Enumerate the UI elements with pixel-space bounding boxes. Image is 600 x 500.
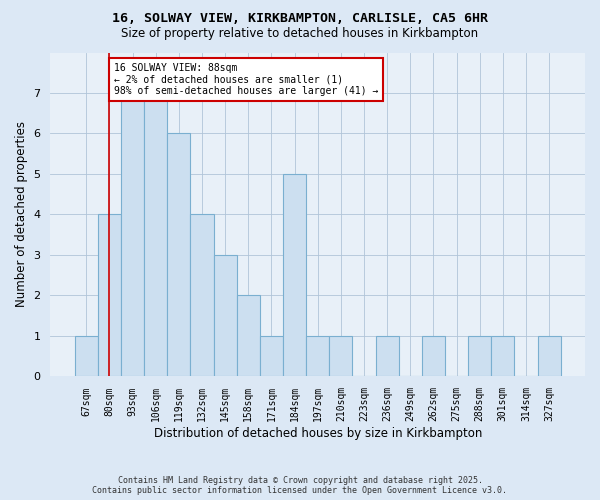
Bar [121,93,144,376]
Bar [260,336,283,376]
Text: Contains HM Land Registry data © Crown copyright and database right 2025.
Contai: Contains HM Land Registry data © Crown c… [92,476,508,495]
Bar [237,296,260,376]
Bar [144,93,167,376]
Bar [167,134,190,376]
Text: 16 SOLWAY VIEW: 88sqm
← 2% of detached houses are smaller (1)
98% of semi-detach: 16 SOLWAY VIEW: 88sqm ← 2% of detached h… [114,62,379,96]
Bar [190,214,214,376]
Bar [306,336,329,376]
Bar [491,336,514,376]
Y-axis label: Number of detached properties: Number of detached properties [15,122,28,308]
Bar [214,255,237,376]
Bar [98,214,121,376]
Bar [75,336,98,376]
Text: 16, SOLWAY VIEW, KIRKBAMPTON, CARLISLE, CA5 6HR: 16, SOLWAY VIEW, KIRKBAMPTON, CARLISLE, … [112,12,488,26]
Bar [329,336,352,376]
Bar [376,336,399,376]
Text: Size of property relative to detached houses in Kirkbampton: Size of property relative to detached ho… [121,28,479,40]
Bar [422,336,445,376]
Bar [468,336,491,376]
X-axis label: Distribution of detached houses by size in Kirkbampton: Distribution of detached houses by size … [154,427,482,440]
Bar [538,336,561,376]
Bar [283,174,306,376]
